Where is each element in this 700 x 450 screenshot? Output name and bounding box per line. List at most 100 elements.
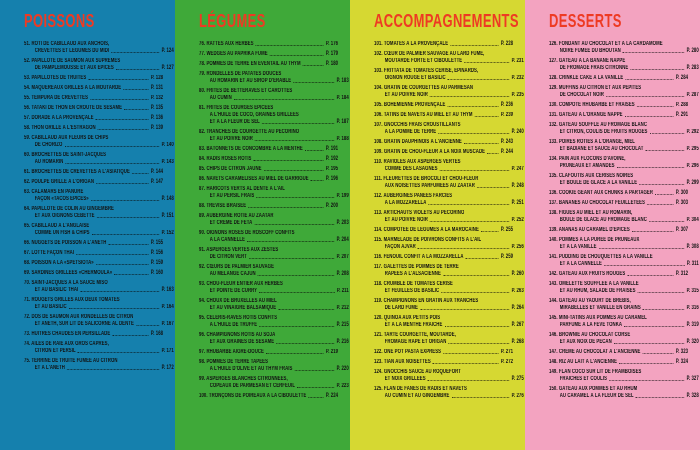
entry-title: 107. GNOCCHIS FRAIS CROUSTILLANTS — [374, 122, 461, 128]
page-number: P. 236 — [500, 102, 514, 108]
toc-entry: 63. CALAMARS EN PANURE FAÇON «TACOS ÉPICÉ… — [24, 188, 174, 202]
toc-entry: 137. BANANES AU CHOCOLAT FEUILLETÉES P. 3… — [549, 199, 688, 206]
toc-entry: 133. POIRES RÔTIES À L'ORANGE, MIEL ET BA… — [549, 138, 699, 152]
entry-line: À LA MOZZARELLA P. 251 — [374, 199, 524, 206]
page-number: P. 319 — [686, 322, 699, 328]
entry-title: 58. THON GRILLÉ À L'ESTRAGON — [24, 125, 96, 131]
entry-title-continued: BOULE DE GLACE AU FROMAGE BLANC — [559, 217, 647, 223]
entry-line: 100. TRONÇONS DE POIREAUX À LA CIBOULETT… — [199, 392, 338, 399]
toc-entry: 143. OMELETTE SOUFFLÉE À LA VANILLE ET AU… — [549, 280, 699, 294]
entry-line: AU ROMARIN ET AU SIROP D'ÉRABLE P. 183 — [199, 77, 349, 84]
entry-title: 99. ASPERGES BLANCHES CITRONNÉES, — [199, 376, 288, 382]
page-number: P. 272 — [500, 359, 514, 365]
dotted-leader — [256, 197, 335, 198]
toc-entry: 68. POISSON À LA «SPETSIOTA» P. 159 — [24, 259, 163, 266]
section-title-desserts: DESSERTS — [549, 11, 622, 31]
dotted-leader — [254, 224, 335, 225]
entry-line: À L'HUILE DE COCO, GRAINES GRILLÉES — [199, 111, 349, 118]
entry-line: 145. MINI-TATINS AUX POMMES AU CARAMEL — [549, 314, 688, 321]
toc-entry: 91. ASPERGES VERTES AUX ZESTES DE CITRON … — [199, 246, 349, 260]
entry-line: AU ROMARIN P. 143 — [24, 158, 174, 165]
dotted-leader — [604, 265, 685, 266]
entry-line: 62. POULPE GRILLÉ À L'ORIGAN P. 147 — [24, 178, 163, 185]
toc-entry: 135. CLAFOUTIS AUX CERISES NOIRES ET BOUL… — [549, 172, 699, 186]
page-number: P. 247 — [511, 166, 524, 172]
page-number: P. 159 — [150, 260, 164, 266]
entry-title: 59. CABILLAUD AUX FLEURS DE CHIPS — [24, 135, 109, 141]
dotted-leader — [487, 153, 499, 154]
toc-entry: 51. RÔTI DE CABILLAUD AUX ANCHOIS, CREVET… — [24, 40, 174, 54]
entry-title: 92. CŒURS DE PALMIER SAUVAGE — [199, 264, 275, 270]
page-number: P. 216 — [336, 339, 349, 345]
dotted-leader — [447, 79, 510, 80]
entry-title: 146. BROWNIE AU CHOCOLAT CORSÉ — [549, 332, 631, 338]
toc-entry: 112. AUBERGINES PANÉES FARCIES À LA MOZZA… — [374, 192, 524, 206]
dotted-leader — [649, 221, 685, 222]
toc-entry: 122. ONE POT PASTA EXPRESS P. 271 — [374, 348, 513, 355]
page-number: P. 264 — [511, 305, 524, 311]
toc-entry: 62. POULPE GRILLÉ À L'ORIGAN P. 147 — [24, 178, 163, 185]
toc-entry: 55. TEMPURA DE CREVETTES P. 132 — [24, 94, 163, 101]
dotted-leader — [630, 69, 685, 70]
dotted-leader — [639, 184, 685, 185]
page-number: P. 176 — [325, 41, 339, 47]
entry-title-continued: COPEAUX DE PARMESAN ET CERFEUIL — [209, 383, 296, 389]
entry-line: 97. RHUBARBE AIGRE-DOUCE P. 219 — [199, 348, 338, 355]
dotted-leader — [464, 62, 510, 63]
toc-entry: 131. GÂTEAU À L'ORANGE NAPPÉ P. 291 — [549, 111, 688, 118]
dotted-leader — [430, 96, 510, 97]
entry-title: 108. GRATIN DAUPHINOIS À L'ANCIENNE — [374, 139, 462, 145]
toc-entry: 134. PAIN AUX FLOCONS D'AVOINE, PRUNEAUX … — [549, 155, 699, 169]
toc-entry: 56. TATAKI DE THON EN CROÛTE DE SÉSAME P.… — [24, 104, 163, 111]
page-number: P. 271 — [500, 349, 514, 355]
entry-line: MIRABELLES ET VANILLE EN GRAINS P. 316 — [549, 304, 699, 311]
toc-entry: 109. GRATIN DE CHOU-FLEUR À LA NOIX MUSC… — [374, 148, 513, 155]
entry-title: 122. ONE POT PASTA EXPRESS — [374, 349, 442, 355]
entry-title: 91. ASPERGES VERTES AUX ZESTES — [199, 247, 279, 253]
entry-line: 74. AILES DE RAIE AUX GROS CÂPRES, — [24, 340, 163, 347]
dotted-leader — [428, 204, 510, 205]
dotted-leader — [619, 363, 674, 364]
entry-line: À L'HUILE D'OLIVE ET AU THYM FRAIS P. 220 — [199, 365, 349, 372]
page-number: P. 315 — [686, 288, 699, 294]
entry-title: 55. TEMPURA DE CREVETTES — [24, 95, 89, 101]
page-number: P. 200 — [325, 203, 339, 209]
entry-title-continued: PRUNEAUX ET AMANDES — [559, 163, 615, 169]
toc-entry: 96. CHAMPIGNONS RÔTIS AU SOJA ET AUX GRAI… — [199, 331, 349, 345]
entry-title: 95. CÉLERIS-RAVES RÔTIS CONFITS — [199, 315, 278, 321]
entry-line: ET À L'ANETH P. 172 — [24, 364, 174, 371]
toc-entry: 139. ANANAS AU CARAMEL D'ÉPICES P. 307 — [549, 226, 688, 233]
entry-title-continued: RÂPÉES À L'ALSACIENNE — [384, 271, 441, 277]
dotted-leader — [115, 69, 160, 70]
entry-title-continued: CITRON ET PERSIL — [34, 348, 76, 354]
toc-entry: 105. BOHÉMIENNE PROVENÇALE P. 236 — [374, 101, 513, 108]
entry-title: 119. CHAMPIGNONS EN GRATIN AUX TRANCHES — [374, 298, 479, 304]
toc-entry: 142. GÂTEAU AUX FRUITS ROUGES P. 312 — [549, 270, 688, 277]
entry-title-continued: ET FEUILLES DE BASILIC — [384, 288, 440, 294]
entry-line: 88. TRÉVISE BRAISÉE P. 200 — [199, 202, 338, 209]
entry-line: ET AUX NOIX DE PÉCAN P. 320 — [549, 338, 699, 345]
entry-line: 56. TATAKI DE THON EN CROÛTE DE SÉSAME P.… — [24, 104, 163, 111]
page-number: P. 183 — [336, 78, 349, 84]
entry-line: 144. GÂTEAU AU YAOURT DE BREBIS, — [549, 297, 688, 304]
entry-line: AUX NOISETTES PARFUMÉES AU ZAATAR P. 248 — [374, 182, 524, 189]
entry-title-continued: ET AU PERSIL FRAIS — [209, 193, 255, 199]
page-number: P. 179 — [325, 51, 339, 57]
dotted-leader — [474, 116, 499, 117]
dotted-leader — [90, 200, 160, 201]
entry-title: 103. FRITTATA DE TOMATES CERISE, ÉPINARD… — [374, 68, 479, 74]
entry-title: 96. CHAMPIGNONS RÔTIS AU SOJA — [199, 332, 276, 338]
entry-title-continued: AU ROMARIN — [34, 159, 64, 165]
entry-title: 66. NUGGETS DE POISSON À L'ANETH — [24, 240, 107, 246]
entry-line: À L'HUILE DE TRUFFE P. 215 — [199, 321, 349, 328]
dotted-leader — [249, 258, 335, 259]
toc-entry: 144. GÂTEAU AU YAOURT DE BREBIS, MIRABELL… — [549, 297, 699, 311]
toc-entry: 118. CRUMBLE DE TOMATES CERISE ET FEUILLE… — [374, 280, 524, 294]
dotted-leader — [76, 254, 149, 255]
entry-line: 149. FLAN COCO SUR LIT DE FRAMBOISES — [549, 368, 688, 375]
entry-line: 66. NUGGETS DE POISSON À L'ANETH P. 155 — [24, 239, 163, 246]
page-number: P. 255 — [500, 227, 514, 233]
toc-entry: 113. ARTICHAUTS VIOLETS AU PECORINO ET AU… — [374, 209, 524, 223]
page-number: P. 132 — [150, 95, 164, 101]
entry-line: ET ANETH, SUR LIT DE SALICORNE AL DENTE P… — [24, 320, 174, 327]
